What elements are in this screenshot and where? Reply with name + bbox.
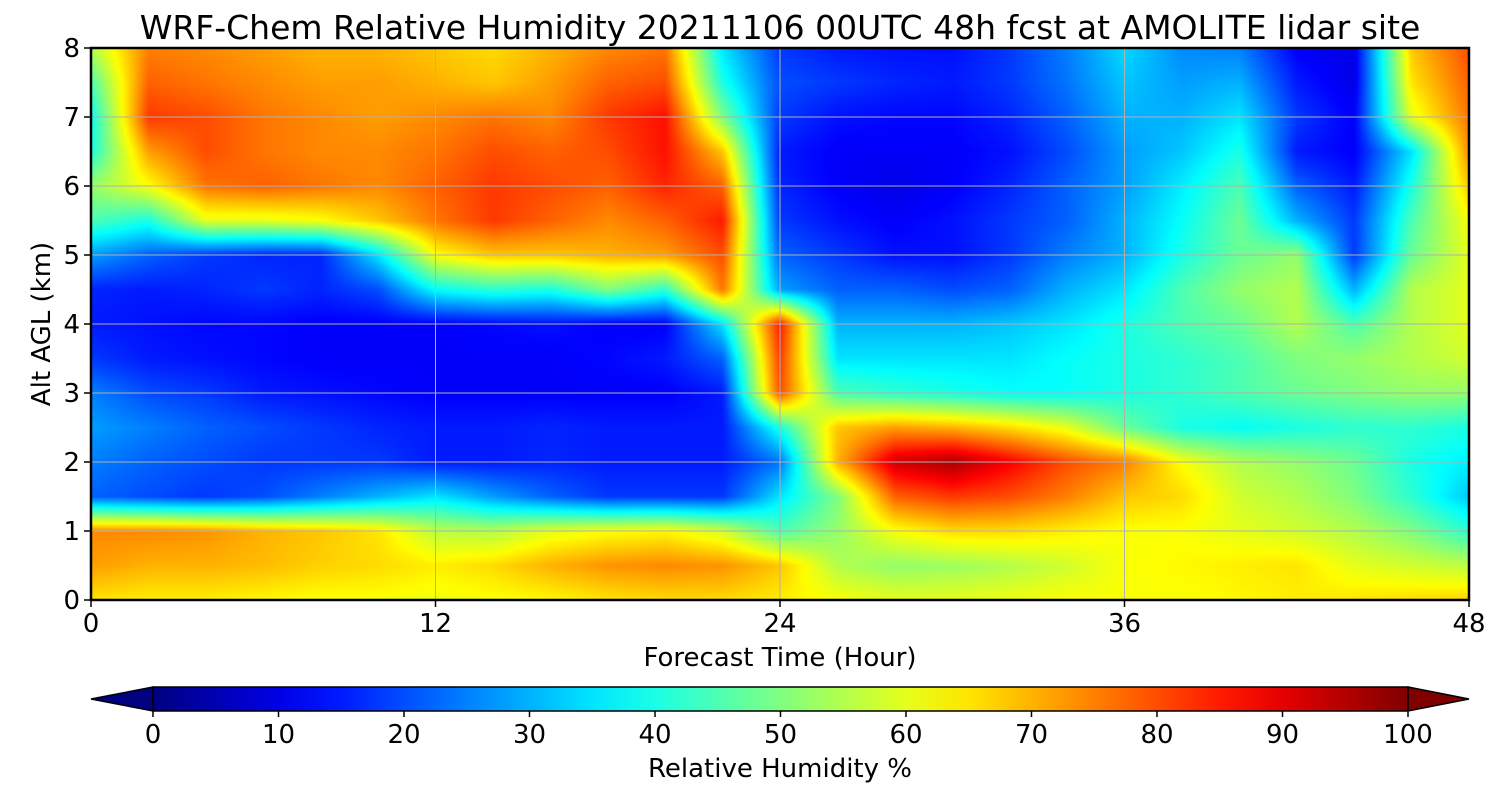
colorbar-tick-label: 10 <box>262 720 295 750</box>
x-tick-label: 36 <box>1108 609 1141 639</box>
y-tick-label: 8 <box>63 34 80 64</box>
y-tick-label: 5 <box>63 241 80 271</box>
colorbar-tick-label: 40 <box>638 720 671 750</box>
colorbar-tick-label: 100 <box>1383 720 1433 750</box>
x-axis-ticks: 0 12 24 36 48 <box>83 600 1486 639</box>
colorbar-ticks: 0 10 20 30 40 50 60 70 80 90 100 <box>145 711 1433 750</box>
y-axis-ticks: 0 1 2 3 4 5 6 7 8 <box>63 34 91 616</box>
y-tick-label: 3 <box>63 379 80 409</box>
colorbar-tick-label: 90 <box>1266 720 1299 750</box>
colorbar-high-extend <box>1407 686 1470 712</box>
y-tick-label: 6 <box>63 172 80 202</box>
colorbar-tick-label: 20 <box>387 720 420 750</box>
colorbar-tick-label: 50 <box>764 720 797 750</box>
colorbar-tick-label: 60 <box>889 720 922 750</box>
x-axis-label: Forecast Time (Hour) <box>643 643 916 673</box>
colorbar-tick-label: 70 <box>1015 720 1048 750</box>
x-tick-label: 48 <box>1452 609 1485 639</box>
colorbar: 0 10 20 30 40 50 60 70 80 90 100 Relative Humidity… <box>90 686 1470 784</box>
colorbar-tick-label: 30 <box>513 720 546 750</box>
x-tick-label: 24 <box>763 609 796 639</box>
chart-title: WRF-Chem Relative Humidity 20211106 00UT… <box>140 8 1421 47</box>
y-tick-label: 7 <box>63 103 80 133</box>
y-tick-label: 1 <box>63 517 80 547</box>
y-tick-label: 2 <box>63 448 80 478</box>
x-tick-label: 12 <box>419 609 452 639</box>
y-axis-label: Alt AGL (km) <box>27 242 57 406</box>
colorbar-low-extend <box>90 686 154 712</box>
colorbar-tick-label: 0 <box>145 720 162 750</box>
y-tick-label: 0 <box>63 586 80 616</box>
colorbar-body <box>152 686 1409 712</box>
y-tick-label: 4 <box>63 310 80 340</box>
x-tick-label: 0 <box>83 609 100 639</box>
colorbar-tick-label: 80 <box>1140 720 1173 750</box>
colorbar-label: Relative Humidity % <box>648 754 912 784</box>
